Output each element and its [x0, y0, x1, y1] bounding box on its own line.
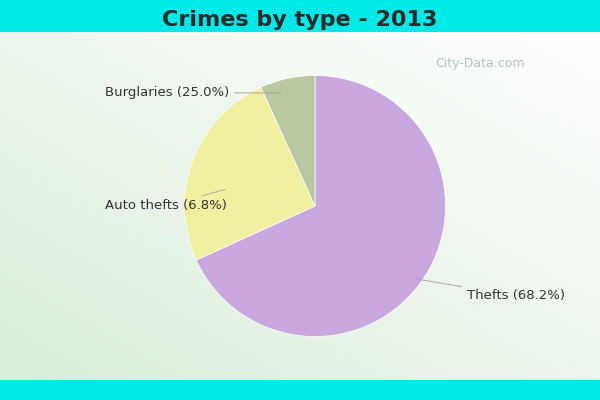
Text: Crimes by type - 2013: Crimes by type - 2013	[163, 10, 437, 30]
Text: City-Data.com: City-Data.com	[435, 58, 525, 70]
Wedge shape	[196, 76, 445, 336]
Text: Burglaries (25.0%): Burglaries (25.0%)	[105, 86, 280, 99]
Wedge shape	[261, 76, 315, 206]
Text: Auto thefts (6.8%): Auto thefts (6.8%)	[105, 189, 227, 212]
Wedge shape	[185, 87, 315, 260]
Text: Thefts (68.2%): Thefts (68.2%)	[416, 279, 565, 302]
